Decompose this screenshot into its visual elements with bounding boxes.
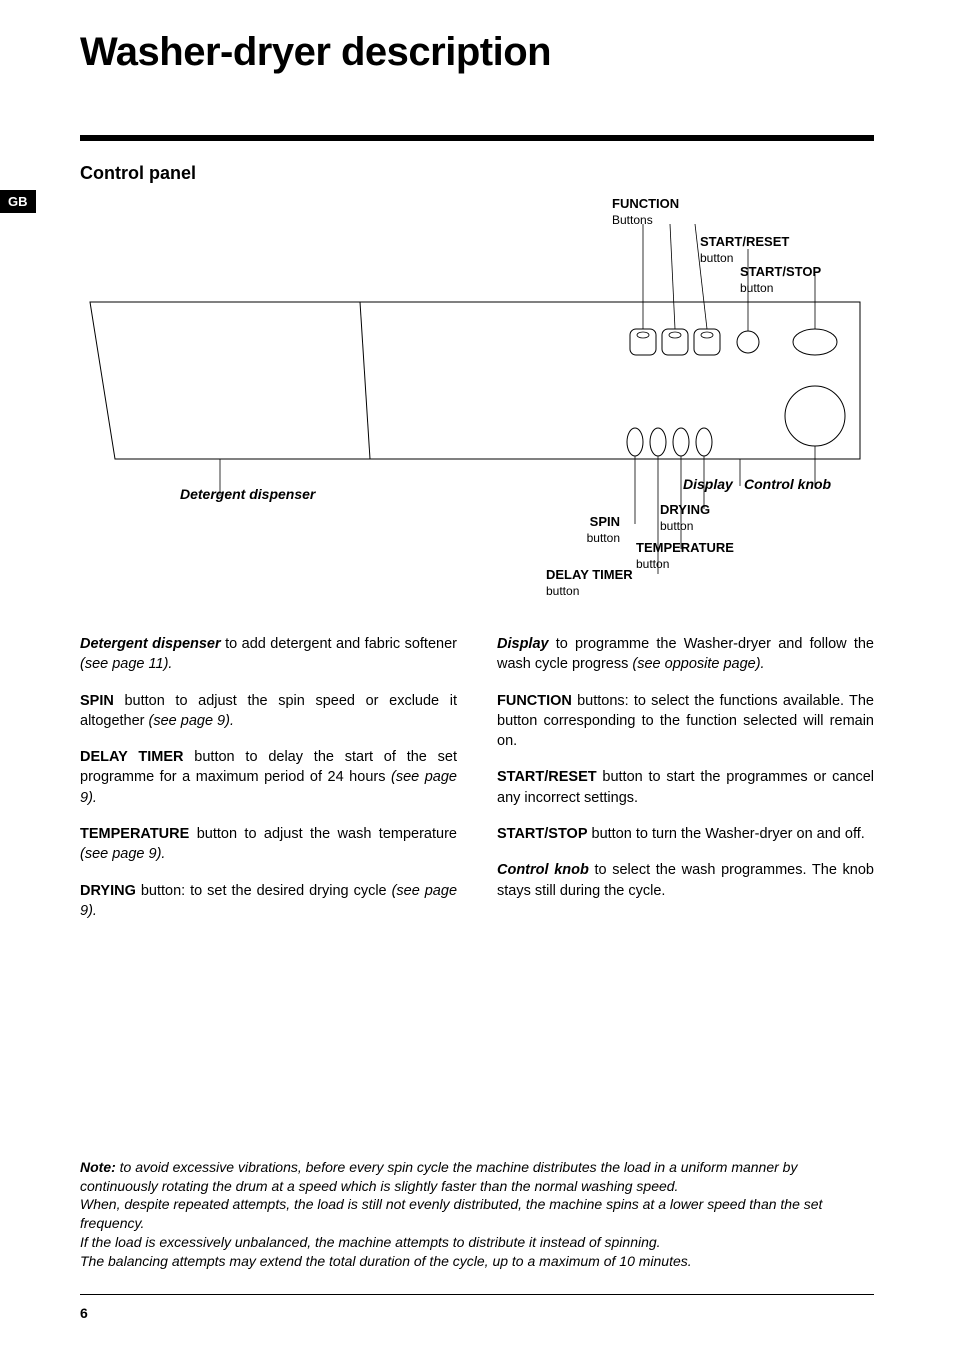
paragraph-ref: (see page 9). bbox=[149, 713, 234, 729]
callout-drying-sub: button bbox=[660, 519, 693, 533]
callout-display: Display bbox=[683, 476, 733, 493]
page-number: 6 bbox=[80, 1305, 88, 1321]
paragraph-body: button: to set the desired drying cycle bbox=[136, 883, 392, 899]
callout-function: FUNCTION Buttons bbox=[612, 196, 679, 227]
description-columns: Detergent dispenser to add detergent and… bbox=[80, 634, 874, 937]
paragraph-body: button to turn the Washer-dryer on and o… bbox=[588, 826, 865, 842]
callout-delay-timer-sub: button bbox=[546, 584, 579, 598]
paragraph-lead: Display bbox=[497, 636, 549, 652]
note-body: to avoid excessive vibrations, before ev… bbox=[80, 1159, 822, 1269]
callout-drying-label: DRYING bbox=[660, 502, 710, 517]
paragraph-lead: SPIN bbox=[80, 693, 114, 709]
note-lead: Note: bbox=[80, 1159, 116, 1175]
paragraph-ref: (see opposite page). bbox=[632, 656, 764, 672]
paragraph-lead: FUNCTION bbox=[497, 693, 572, 709]
footer-rule bbox=[80, 1294, 874, 1295]
paragraph-lead: Control knob bbox=[497, 862, 589, 878]
region-tab: GB bbox=[0, 190, 36, 213]
callout-control-knob: Control knob bbox=[744, 476, 831, 493]
column-right: Display to programme the Washer-dryer an… bbox=[497, 634, 874, 937]
paragraph-body: button to adjust the spin speed or exclu… bbox=[80, 693, 457, 729]
callout-start-reset: START/RESET button bbox=[700, 234, 789, 265]
paragraph-ref: (see page 11). bbox=[80, 656, 172, 672]
paragraph-lead: TEMPERATURE bbox=[80, 826, 189, 842]
callout-start-stop-label: START/STOP bbox=[740, 264, 821, 279]
callout-start-stop: START/STOP button bbox=[740, 264, 821, 295]
callout-spin-sub: button bbox=[587, 531, 620, 545]
description-paragraph: START/RESET button to start the programm… bbox=[497, 767, 874, 808]
description-paragraph: Display to programme the Washer-dryer an… bbox=[497, 634, 874, 675]
callout-delay-timer-label: DELAY TIMER bbox=[546, 567, 633, 582]
paragraph-lead: Detergent dispenser bbox=[80, 636, 221, 652]
column-left: Detergent dispenser to add detergent and… bbox=[80, 634, 457, 937]
callout-temperature-sub: button bbox=[636, 557, 669, 571]
description-paragraph: SPIN button to adjust the spin speed or … bbox=[80, 691, 457, 732]
callout-spin-label: SPIN bbox=[590, 514, 620, 529]
callout-detergent: Detergent dispenser bbox=[180, 486, 315, 503]
paragraph-lead: START/STOP bbox=[497, 826, 588, 842]
paragraph-body: button to adjust the wash temperature bbox=[189, 826, 457, 842]
description-paragraph: START/STOP button to turn the Washer-dry… bbox=[497, 824, 874, 844]
callout-start-reset-label: START/RESET bbox=[700, 234, 789, 249]
callout-spin: SPIN button bbox=[540, 514, 620, 545]
callout-delay-timer: DELAY TIMER button bbox=[546, 567, 633, 598]
description-paragraph: TEMPERATURE button to adjust the wash te… bbox=[80, 824, 457, 865]
page-title: Washer-dryer description bbox=[80, 30, 874, 75]
callout-start-reset-sub: button bbox=[700, 251, 733, 265]
callout-drying: DRYING button bbox=[660, 502, 710, 533]
paragraph-lead: DELAY TIMER bbox=[80, 749, 183, 765]
callout-temperature-label: TEMPERATURE bbox=[636, 540, 734, 555]
description-paragraph: Detergent dispenser to add detergent and… bbox=[80, 634, 457, 675]
description-paragraph: FUNCTION buttons: to select the function… bbox=[497, 691, 874, 752]
callout-temperature: TEMPERATURE button bbox=[636, 540, 734, 571]
note-block: Note: to avoid excessive vibrations, bef… bbox=[80, 1158, 874, 1271]
callout-start-stop-sub: button bbox=[740, 281, 773, 295]
paragraph-lead: DRYING bbox=[80, 883, 136, 899]
section-heading: Control panel bbox=[80, 163, 874, 184]
description-paragraph: Control knob to select the wash programm… bbox=[497, 860, 874, 901]
thick-rule bbox=[80, 135, 874, 141]
description-paragraph: DRYING button: to set the desired drying… bbox=[80, 881, 457, 922]
paragraph-lead: START/RESET bbox=[497, 769, 597, 785]
paragraph-ref: (see page 9). bbox=[80, 846, 165, 862]
description-paragraph: DELAY TIMER button to delay the start of… bbox=[80, 747, 457, 808]
callout-function-label: FUNCTION bbox=[612, 196, 679, 211]
paragraph-body: to add detergent and fabric softener bbox=[221, 636, 457, 652]
control-panel-diagram: FUNCTION Buttons START/RESET button STAR… bbox=[80, 194, 874, 614]
callout-function-sub: Buttons bbox=[612, 213, 653, 227]
